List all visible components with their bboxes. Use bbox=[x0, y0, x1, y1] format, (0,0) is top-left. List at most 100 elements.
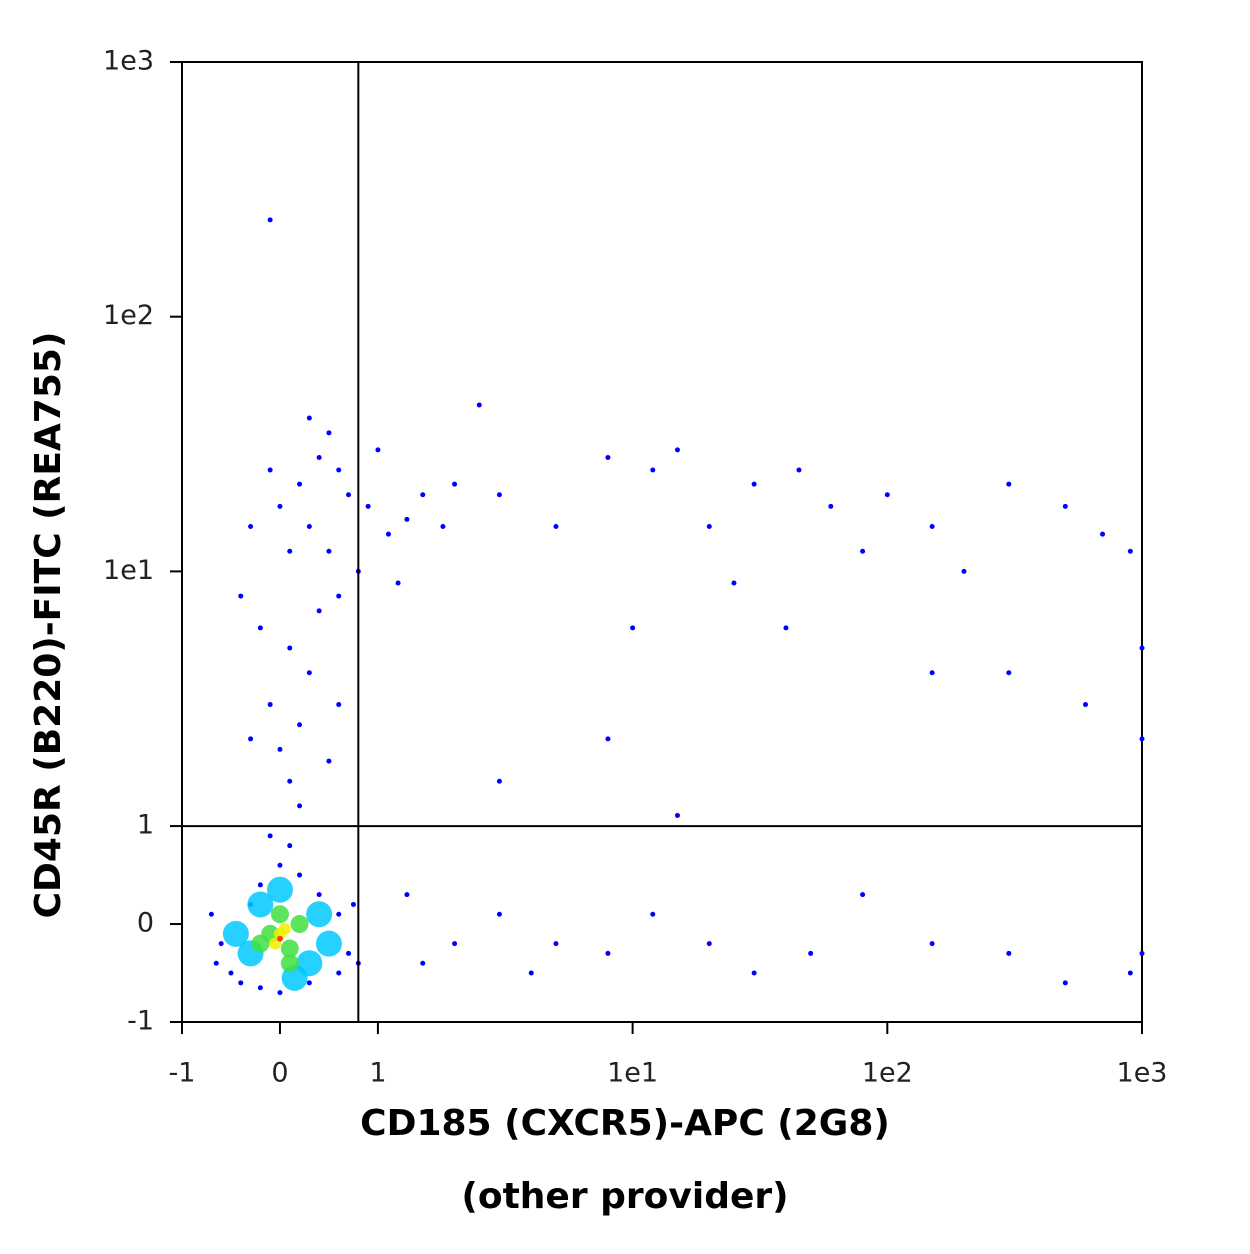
data-point bbox=[290, 915, 309, 934]
data-point bbox=[496, 492, 502, 498]
data-point bbox=[297, 481, 303, 487]
y-axis-label: CD45R (B220)-FITC (REA755) bbox=[28, 332, 69, 919]
y-tick-label: 1e1 bbox=[103, 555, 154, 586]
data-point bbox=[213, 960, 219, 966]
data-point bbox=[297, 722, 303, 728]
data-point bbox=[884, 492, 890, 498]
data-point bbox=[751, 481, 757, 487]
data-point bbox=[808, 950, 814, 956]
data-point bbox=[553, 524, 559, 530]
data-point bbox=[860, 892, 866, 898]
data-point bbox=[257, 882, 263, 888]
data-point bbox=[1062, 503, 1068, 509]
data-point bbox=[1127, 970, 1133, 976]
data-point bbox=[1139, 736, 1145, 742]
data-point bbox=[630, 625, 636, 631]
data-point bbox=[277, 503, 283, 509]
data-point bbox=[796, 467, 802, 473]
data-point bbox=[828, 503, 834, 509]
data-point bbox=[350, 901, 356, 907]
data-point bbox=[277, 746, 283, 752]
data-point bbox=[420, 492, 426, 498]
data-point bbox=[326, 758, 332, 764]
data-point bbox=[336, 593, 342, 599]
x-tick-label: 1e2 bbox=[862, 1058, 913, 1089]
data-point bbox=[1100, 531, 1106, 537]
data-point bbox=[1006, 481, 1012, 487]
data-point bbox=[1006, 670, 1012, 676]
data-point bbox=[496, 778, 502, 784]
data-point bbox=[287, 548, 293, 554]
data-point bbox=[270, 905, 289, 924]
data-point bbox=[248, 736, 254, 742]
data-point bbox=[929, 941, 935, 947]
data-point bbox=[326, 430, 332, 436]
data-point bbox=[1127, 548, 1133, 554]
y-tick-label: 1 bbox=[137, 810, 154, 841]
data-point bbox=[278, 922, 291, 935]
data-point bbox=[306, 524, 312, 530]
data-point bbox=[706, 941, 712, 947]
data-point bbox=[929, 670, 935, 676]
data-point bbox=[751, 970, 757, 976]
data-point bbox=[276, 935, 283, 942]
data-point bbox=[266, 876, 293, 903]
data-point bbox=[257, 625, 263, 631]
data-point bbox=[385, 531, 391, 537]
data-point bbox=[961, 568, 967, 574]
data-point bbox=[336, 911, 342, 917]
data-point bbox=[674, 447, 680, 453]
data-point bbox=[306, 901, 333, 928]
data-point bbox=[346, 492, 352, 498]
x-tick-label: 1 bbox=[369, 1058, 386, 1089]
data-point bbox=[267, 217, 273, 223]
plot-frame bbox=[181, 61, 1143, 1023]
data-point bbox=[267, 467, 273, 473]
data-point bbox=[277, 990, 283, 996]
data-point bbox=[315, 930, 342, 957]
data-point bbox=[452, 481, 458, 487]
data-point bbox=[706, 524, 712, 530]
data-point bbox=[336, 467, 342, 473]
data-point bbox=[404, 516, 410, 522]
data-point bbox=[528, 970, 534, 976]
data-point bbox=[287, 843, 293, 849]
data-point bbox=[731, 580, 737, 586]
data-point bbox=[222, 920, 249, 947]
data-point bbox=[316, 892, 322, 898]
data-point bbox=[297, 872, 303, 878]
data-point bbox=[267, 702, 273, 708]
y-tick-label: 1e3 bbox=[103, 46, 154, 77]
data-point bbox=[605, 736, 611, 742]
y-tick-label: 1e2 bbox=[103, 300, 154, 331]
data-point bbox=[375, 447, 381, 453]
x-axis-label-2: (other provider) bbox=[461, 1176, 788, 1217]
data-point bbox=[404, 892, 410, 898]
data-point bbox=[496, 911, 502, 917]
data-point bbox=[218, 941, 224, 947]
data-point bbox=[1006, 950, 1012, 956]
data-point bbox=[860, 548, 866, 554]
data-point bbox=[326, 548, 332, 554]
data-point bbox=[280, 939, 299, 958]
data-point bbox=[420, 960, 426, 966]
data-point bbox=[306, 415, 312, 421]
data-point bbox=[238, 980, 244, 986]
data-point bbox=[929, 524, 935, 530]
data-point bbox=[247, 891, 274, 918]
y-tick-label: 0 bbox=[137, 908, 154, 939]
data-point bbox=[306, 670, 312, 676]
data-point bbox=[280, 954, 299, 973]
data-point bbox=[476, 402, 482, 408]
data-point bbox=[553, 941, 559, 947]
data-point bbox=[336, 970, 342, 976]
data-point bbox=[336, 702, 342, 708]
data-point bbox=[346, 950, 352, 956]
x-axis-label: CD185 (CXCR5)-APC (2G8) bbox=[360, 1103, 890, 1144]
data-point bbox=[1139, 950, 1145, 956]
x-tick-label: 0 bbox=[271, 1058, 288, 1089]
data-point bbox=[605, 454, 611, 460]
data-point bbox=[287, 645, 293, 651]
data-point bbox=[238, 593, 244, 599]
